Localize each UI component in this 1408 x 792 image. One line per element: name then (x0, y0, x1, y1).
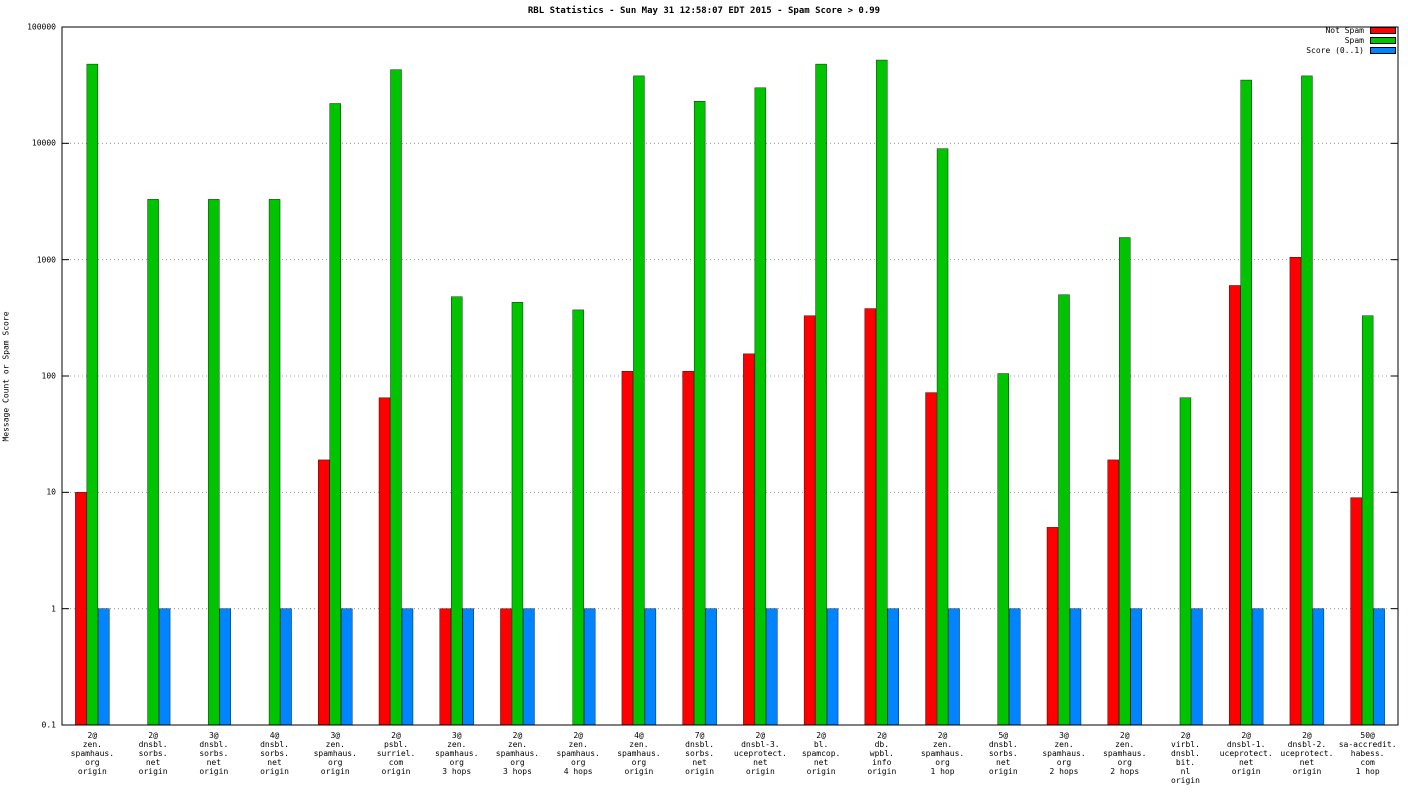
bar-spam (876, 59, 888, 726)
bar-score-0-1- (462, 608, 474, 726)
bar-score-0-1- (1312, 608, 1325, 726)
bar-score-0-1- (98, 608, 110, 726)
bar-spam (572, 309, 584, 726)
bar-spam (268, 199, 281, 726)
bar-spam (1119, 237, 1131, 726)
y-tick-label: 100 (41, 371, 56, 381)
legend-label: Spam (1344, 36, 1364, 45)
y-tick-label: 10 (46, 487, 56, 497)
bar-spam (1361, 315, 1374, 726)
bar-not-spam (743, 353, 755, 726)
bar-spam (997, 373, 1009, 726)
chart-title: RBL Statistics - Sun May 31 12:58:07 EDT… (527, 6, 881, 16)
bar-spam (511, 302, 524, 726)
bar-score-0-1- (219, 608, 232, 726)
bar-not-spam (1350, 497, 1362, 726)
bar-score-0-1- (401, 608, 414, 726)
plot-border (61, 26, 1399, 726)
bar-spam (936, 148, 949, 726)
legend-swatch (1370, 37, 1396, 44)
bar-spam (451, 296, 463, 726)
bar-score-0-1- (1009, 608, 1021, 726)
y-tick-label: 1000 (36, 255, 56, 265)
bar-not-spam (1107, 459, 1119, 726)
bar-score-0-1- (1373, 608, 1385, 726)
bar-spam (329, 103, 341, 726)
legend-swatch (1370, 47, 1396, 54)
bar-spam (1240, 79, 1252, 726)
legend-entry: Score (0..1) (1306, 46, 1396, 55)
bar-score-0-1- (1130, 608, 1142, 726)
y-tick-label: 100000 (27, 22, 56, 32)
legend: Not Spam Spam Score (0..1) (1306, 26, 1396, 55)
bar-spam (815, 63, 827, 726)
legend-swatch (1370, 27, 1396, 34)
legend-entry: Not Spam (1306, 26, 1396, 35)
bar-score-0-1- (341, 608, 353, 726)
bar-score-0-1- (1251, 608, 1264, 726)
y-tick-label: 10000 (31, 138, 56, 148)
bar-not-spam (925, 392, 937, 726)
bar-spam (1058, 294, 1070, 726)
bar-not-spam (318, 459, 330, 726)
bar-spam (390, 69, 402, 726)
bar-score-0-1- (826, 608, 839, 726)
bar-spam (208, 199, 220, 726)
bar-score-0-1- (523, 608, 535, 726)
bar-score-0-1- (1191, 608, 1203, 726)
bar-not-spam (621, 370, 634, 726)
bar-spam (1301, 75, 1313, 726)
bar-not-spam (1228, 285, 1241, 726)
y-tick-label: 0.1 (41, 720, 56, 730)
bar-spam (1179, 397, 1192, 726)
bar-spam (147, 199, 159, 726)
bar-score-0-1- (583, 608, 596, 726)
bar-score-0-1- (1069, 608, 1082, 726)
bar-spam (633, 75, 645, 726)
bar-not-spam (803, 315, 816, 726)
bar-score-0-1- (887, 608, 900, 726)
bar-spam (754, 87, 767, 726)
y-tick-label: 1 (51, 604, 56, 614)
bar-score-0-1- (705, 608, 717, 726)
bar-not-spam (864, 308, 877, 726)
bar-not-spam (378, 397, 391, 726)
bar-not-spam (1289, 257, 1302, 726)
bar-not-spam (682, 370, 694, 726)
bar-score-0-1- (766, 608, 778, 726)
legend-label: Score (0..1) (1306, 46, 1364, 55)
bar-spam (86, 63, 99, 726)
bar-score-0-1- (280, 608, 292, 726)
bar-not-spam (500, 608, 512, 726)
legend-entry: Spam (1306, 36, 1396, 45)
bar-score-0-1- (644, 608, 657, 726)
bar-spam (693, 101, 706, 726)
bar-not-spam (1046, 527, 1059, 726)
bar-not-spam (75, 492, 87, 726)
bar-score-0-1- (158, 608, 171, 726)
legend-label: Not Spam (1325, 26, 1364, 35)
bar-score-0-1- (948, 608, 960, 726)
bar-not-spam (439, 608, 451, 726)
